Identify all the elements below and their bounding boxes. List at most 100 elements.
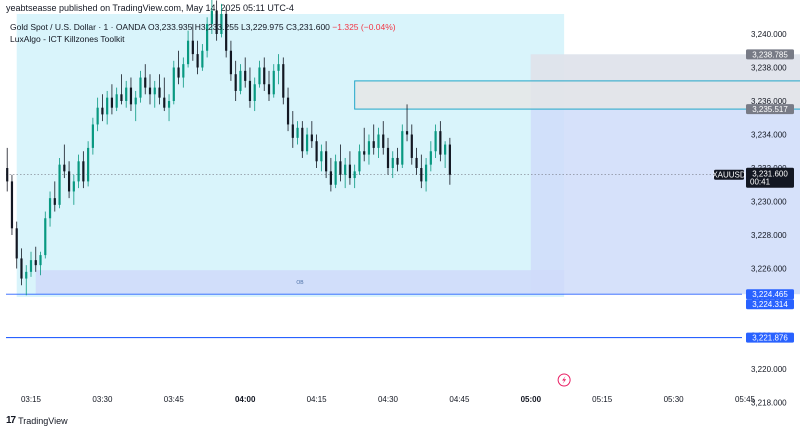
candle[interactable] xyxy=(286,97,290,125)
candle[interactable] xyxy=(25,271,28,279)
candle[interactable] xyxy=(353,171,356,179)
candle[interactable] xyxy=(396,157,399,165)
candle[interactable] xyxy=(144,77,147,88)
candle[interactable] xyxy=(182,64,185,78)
candle[interactable] xyxy=(282,64,285,98)
candle[interactable] xyxy=(334,161,337,185)
candle[interactable] xyxy=(72,181,75,192)
candle[interactable] xyxy=(48,198,52,219)
price-tag[interactable] xyxy=(746,49,794,60)
candle[interactable] xyxy=(110,97,114,108)
legend-symbol[interactable]: Gold Spot / U.S. Dollar · 1 · OANDA xyxy=(10,22,146,32)
candle[interactable] xyxy=(125,87,128,101)
candle[interactable] xyxy=(186,40,190,65)
candle[interactable] xyxy=(82,161,85,182)
zone-fvg[interactable] xyxy=(354,80,800,110)
tradingview-logo[interactable]: 17 TradingView xyxy=(6,415,68,426)
candle[interactable] xyxy=(129,87,133,105)
candle[interactable] xyxy=(6,168,9,182)
candle[interactable] xyxy=(191,40,194,55)
candle[interactable] xyxy=(163,97,166,108)
candle[interactable] xyxy=(39,255,42,266)
candle[interactable] xyxy=(34,260,37,266)
candle[interactable] xyxy=(58,164,61,205)
candle[interactable] xyxy=(315,141,318,162)
candle[interactable] xyxy=(296,127,299,138)
candle[interactable] xyxy=(415,157,418,168)
candle[interactable] xyxy=(439,131,442,155)
candle[interactable] xyxy=(91,124,94,148)
candle[interactable] xyxy=(248,80,252,101)
candle[interactable] xyxy=(201,50,204,68)
candle[interactable] xyxy=(429,151,432,165)
candle[interactable] xyxy=(305,134,309,152)
candle[interactable] xyxy=(134,97,137,105)
candle[interactable] xyxy=(172,67,175,102)
candle[interactable] xyxy=(391,157,394,168)
candle[interactable] xyxy=(377,134,380,148)
candle[interactable] xyxy=(272,70,275,95)
candle[interactable] xyxy=(329,171,332,185)
candle[interactable] xyxy=(96,107,99,125)
candle[interactable] xyxy=(344,164,347,175)
candle[interactable] xyxy=(10,181,14,229)
price-tag[interactable] xyxy=(746,289,794,300)
candle[interactable] xyxy=(63,164,66,172)
candle[interactable] xyxy=(339,161,342,175)
candle[interactable] xyxy=(267,84,271,95)
candle[interactable] xyxy=(367,141,371,155)
candle[interactable] xyxy=(301,127,304,152)
price-tag[interactable] xyxy=(746,332,794,343)
candle[interactable] xyxy=(29,260,33,272)
candle[interactable] xyxy=(115,94,118,108)
candle[interactable] xyxy=(363,151,366,155)
candle[interactable] xyxy=(239,70,242,91)
candle[interactable] xyxy=(220,13,223,34)
candle[interactable] xyxy=(210,10,213,24)
candle[interactable] xyxy=(420,168,423,182)
candle[interactable] xyxy=(53,198,56,205)
price-tag[interactable] xyxy=(746,299,794,310)
candle[interactable] xyxy=(167,101,171,108)
candle[interactable] xyxy=(244,70,247,81)
current-price-tag[interactable] xyxy=(746,167,794,188)
price-tag[interactable] xyxy=(746,104,794,115)
candle[interactable] xyxy=(424,164,428,182)
candle[interactable] xyxy=(206,23,209,51)
candle[interactable] xyxy=(320,151,323,162)
candle[interactable] xyxy=(444,144,447,155)
candle[interactable] xyxy=(448,144,451,175)
candle[interactable] xyxy=(434,131,437,152)
candle[interactable] xyxy=(177,67,180,78)
candle[interactable] xyxy=(158,87,161,98)
candle[interactable] xyxy=(405,131,409,135)
candle[interactable] xyxy=(87,147,90,182)
candle[interactable] xyxy=(386,147,390,168)
candle[interactable] xyxy=(410,134,413,158)
candle[interactable] xyxy=(358,151,361,172)
candle[interactable] xyxy=(106,97,109,115)
candle[interactable] xyxy=(196,54,199,68)
zone-killzone[interactable] xyxy=(16,14,565,297)
candle[interactable] xyxy=(101,107,104,115)
candle[interactable] xyxy=(67,171,71,192)
candle[interactable] xyxy=(382,134,385,148)
candle[interactable] xyxy=(148,87,152,95)
candle[interactable] xyxy=(258,67,261,85)
candle[interactable] xyxy=(263,67,266,85)
candle[interactable] xyxy=(372,141,375,148)
candle[interactable] xyxy=(401,131,404,165)
candle[interactable] xyxy=(253,84,256,101)
candle[interactable] xyxy=(153,87,156,95)
legend-indicator[interactable]: LuxAlgo - ICT Killzones Toolkit xyxy=(10,34,125,44)
candle[interactable] xyxy=(215,10,218,35)
candle[interactable] xyxy=(44,218,47,256)
zone-order-block[interactable] xyxy=(35,270,565,295)
candle[interactable] xyxy=(225,13,228,51)
candle[interactable] xyxy=(120,94,123,101)
candle[interactable] xyxy=(325,151,328,172)
candle[interactable] xyxy=(291,124,294,138)
candle[interactable] xyxy=(15,228,18,259)
candle[interactable] xyxy=(277,64,280,71)
